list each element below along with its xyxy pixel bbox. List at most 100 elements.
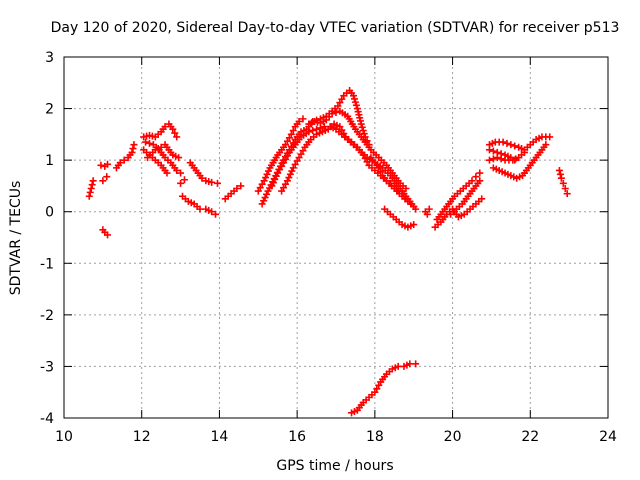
data-point: [212, 210, 220, 218]
data-point: [208, 178, 216, 186]
data-point: [288, 167, 296, 175]
series-arc-13: [221, 182, 245, 203]
data-point: [299, 115, 307, 123]
data-point: [263, 190, 271, 198]
series-arc-30: [555, 166, 571, 198]
data-point: [264, 167, 272, 175]
x-tick-label: 12: [133, 429, 151, 445]
y-tick-label: 2: [45, 102, 54, 118]
series-arc-2: [99, 226, 112, 239]
data-point: [503, 139, 511, 147]
x-tick-label: 18: [366, 429, 384, 445]
data-point: [350, 95, 358, 103]
data-point: [263, 170, 271, 178]
data-point: [352, 101, 360, 109]
y-tick-label: -1: [40, 256, 54, 272]
series-arc-18: [305, 107, 410, 193]
data-point: [328, 110, 336, 118]
data-point: [233, 185, 241, 193]
data-point: [394, 187, 402, 195]
series-arc-25: [447, 177, 484, 218]
data-point: [511, 142, 519, 150]
series-arc-14: [254, 115, 307, 195]
data-point: [489, 155, 497, 163]
data-point: [268, 182, 276, 190]
series-arc-3: [97, 160, 112, 170]
data-point: [258, 200, 266, 208]
data-point: [177, 169, 185, 177]
data-point: [104, 160, 112, 168]
y-axis-label: SDTVAR / TECUs: [8, 181, 24, 296]
data-point: [485, 156, 493, 164]
data-point: [163, 169, 171, 177]
data-point: [468, 177, 476, 185]
data-point: [563, 190, 571, 198]
data-point: [476, 169, 484, 177]
data-point: [423, 210, 431, 218]
data-point: [286, 170, 294, 178]
chart-title: Day 120 of 2020, Sidereal Day-to-day VTE…: [51, 20, 620, 36]
series-arc-28: [489, 141, 550, 182]
data-point: [542, 141, 550, 149]
x-tick-label: 22: [521, 429, 539, 445]
data-point: [260, 197, 268, 205]
data-point: [556, 170, 564, 178]
data-point: [237, 182, 245, 190]
series-arc-21: [348, 360, 420, 417]
data-point: [173, 166, 181, 174]
data-point: [145, 139, 153, 147]
data-point: [128, 148, 136, 156]
data-point: [89, 177, 97, 185]
data-point: [272, 172, 280, 180]
data-point: [507, 141, 515, 149]
data-point: [507, 154, 515, 162]
data-point: [269, 179, 277, 187]
data-point: [198, 174, 206, 182]
data-point: [489, 147, 497, 155]
data-point: [386, 179, 394, 187]
data-point: [332, 108, 340, 116]
data-point: [410, 221, 418, 229]
series-arc-20: [381, 205, 418, 231]
x-axis-label: GPS time / hours: [276, 458, 393, 474]
data-point: [287, 130, 295, 138]
series-arc-24: [433, 169, 484, 223]
data-point: [402, 195, 410, 203]
plot-frame: [63, 56, 609, 419]
data-point: [410, 203, 418, 211]
data-point: [359, 126, 367, 134]
data-points: [85, 87, 571, 417]
series-arc-11: [177, 176, 188, 187]
x-tick-label: 24: [599, 429, 617, 445]
data-point: [97, 161, 105, 169]
y-axis-ticks: -4 -3 -2 -1 0 1 2 3: [40, 50, 608, 427]
x-tick-label: 16: [288, 429, 306, 445]
grid: [64, 57, 608, 418]
y-tick-label: -3: [40, 359, 54, 375]
series-arc-5: [112, 141, 138, 172]
y-tick-label: -2: [40, 308, 54, 324]
series-arc-12: [179, 192, 220, 218]
series-arc-9: [144, 141, 183, 162]
data-point: [169, 125, 177, 133]
data-point: [375, 164, 383, 172]
series-arc-22: [421, 205, 433, 218]
y-tick-label: 3: [45, 50, 54, 66]
series-arc-23: [431, 195, 486, 231]
data-point: [260, 177, 268, 185]
data-point: [555, 166, 563, 174]
x-tick-label: 10: [55, 429, 73, 445]
data-point: [88, 181, 96, 189]
data-point: [208, 208, 216, 216]
data-point: [377, 168, 385, 176]
data-point: [406, 197, 414, 205]
data-point: [520, 148, 528, 156]
data-point: [425, 205, 433, 213]
data-point: [557, 174, 565, 182]
data-point: [171, 129, 179, 137]
series-arc-6: [140, 120, 181, 141]
series-arc-19: [367, 154, 414, 205]
x-axis-ticks: 10 12 14 16 18 20 22 24: [55, 57, 617, 445]
data-point: [351, 98, 359, 106]
